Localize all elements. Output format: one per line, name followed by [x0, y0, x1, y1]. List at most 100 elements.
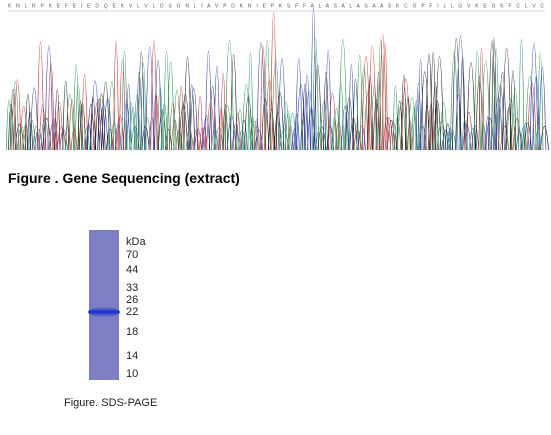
peak [386, 119, 396, 151]
peak [74, 84, 82, 151]
peak [523, 122, 532, 151]
peak [208, 85, 217, 151]
peak [13, 79, 22, 151]
peak [103, 98, 113, 151]
sequence-text: K N L R P K E F E I E D Q E K V L V L D … [8, 3, 544, 9]
peak [471, 125, 480, 151]
peak [293, 113, 300, 151]
peak [170, 119, 179, 151]
peak [310, 7, 317, 151]
peak [73, 64, 80, 151]
peak [407, 96, 417, 151]
peak [455, 35, 466, 151]
peak [496, 84, 505, 151]
peak [521, 123, 530, 151]
peak [122, 99, 131, 151]
peak [433, 100, 442, 151]
peak [319, 101, 329, 151]
peak [331, 116, 338, 151]
peak [459, 56, 466, 151]
peak [488, 40, 496, 151]
peak [500, 126, 510, 151]
peak [11, 81, 20, 151]
peak [254, 129, 264, 151]
peak [70, 128, 78, 151]
peak [338, 38, 348, 151]
peak [34, 128, 43, 151]
peak [154, 59, 163, 151]
peak [493, 97, 503, 151]
peak [206, 101, 216, 151]
peak [126, 102, 136, 151]
peak [379, 34, 387, 151]
marker-label: 70 [126, 249, 138, 261]
peak [92, 102, 102, 151]
peak [322, 72, 330, 151]
peak [284, 111, 292, 151]
peak [64, 124, 71, 151]
peak [352, 78, 359, 151]
peak [90, 80, 100, 151]
peak [520, 126, 527, 151]
peak [312, 38, 319, 151]
peak [192, 129, 199, 151]
figure-caption: Figure . Gene Sequencing (extract) [8, 170, 240, 186]
peak [295, 57, 303, 151]
peak [62, 80, 70, 151]
peak [226, 115, 237, 151]
chromatogram: K N L R P K E F E I E D Q E K V L V L D … [5, 3, 549, 151]
peak [5, 99, 13, 151]
peak [363, 91, 373, 151]
peak [404, 96, 412, 151]
peak [244, 96, 253, 151]
peak [397, 100, 407, 151]
peak [301, 83, 309, 151]
peak [211, 126, 219, 151]
peak [512, 117, 522, 151]
peak [317, 126, 327, 151]
peak [357, 125, 366, 151]
peak [36, 41, 45, 151]
peak [59, 129, 68, 151]
peak [384, 117, 394, 151]
peak [148, 117, 155, 151]
peak [204, 51, 213, 151]
marker-label: 22 [126, 306, 138, 318]
peaks [5, 7, 549, 151]
peak [141, 126, 150, 151]
peak [32, 126, 41, 151]
peak [516, 129, 523, 151]
peak [140, 62, 147, 151]
peak [375, 72, 382, 151]
peak [222, 103, 229, 151]
peak [213, 65, 221, 151]
marker-label: 26 [126, 294, 138, 306]
peak [144, 117, 152, 151]
peak [415, 82, 422, 151]
peak [28, 120, 36, 151]
peak [435, 56, 444, 151]
peak [532, 76, 540, 151]
peak [344, 97, 354, 151]
peak [214, 127, 224, 151]
gel-caption: Figure. SDS-PAGE [64, 397, 158, 409]
unit-label: kDa [126, 236, 146, 248]
peak [468, 127, 478, 151]
peak [525, 75, 535, 151]
peak [353, 129, 362, 151]
peak [296, 83, 306, 151]
peak [273, 112, 282, 151]
peak [263, 39, 271, 151]
peak [356, 54, 364, 151]
peak [166, 61, 175, 151]
peak [178, 85, 185, 151]
peak [118, 59, 126, 151]
peak [270, 12, 278, 151]
peak [47, 62, 55, 151]
peak [83, 128, 90, 151]
peak [412, 100, 421, 151]
peak [231, 124, 240, 151]
peak [439, 102, 448, 151]
peak [121, 50, 128, 151]
